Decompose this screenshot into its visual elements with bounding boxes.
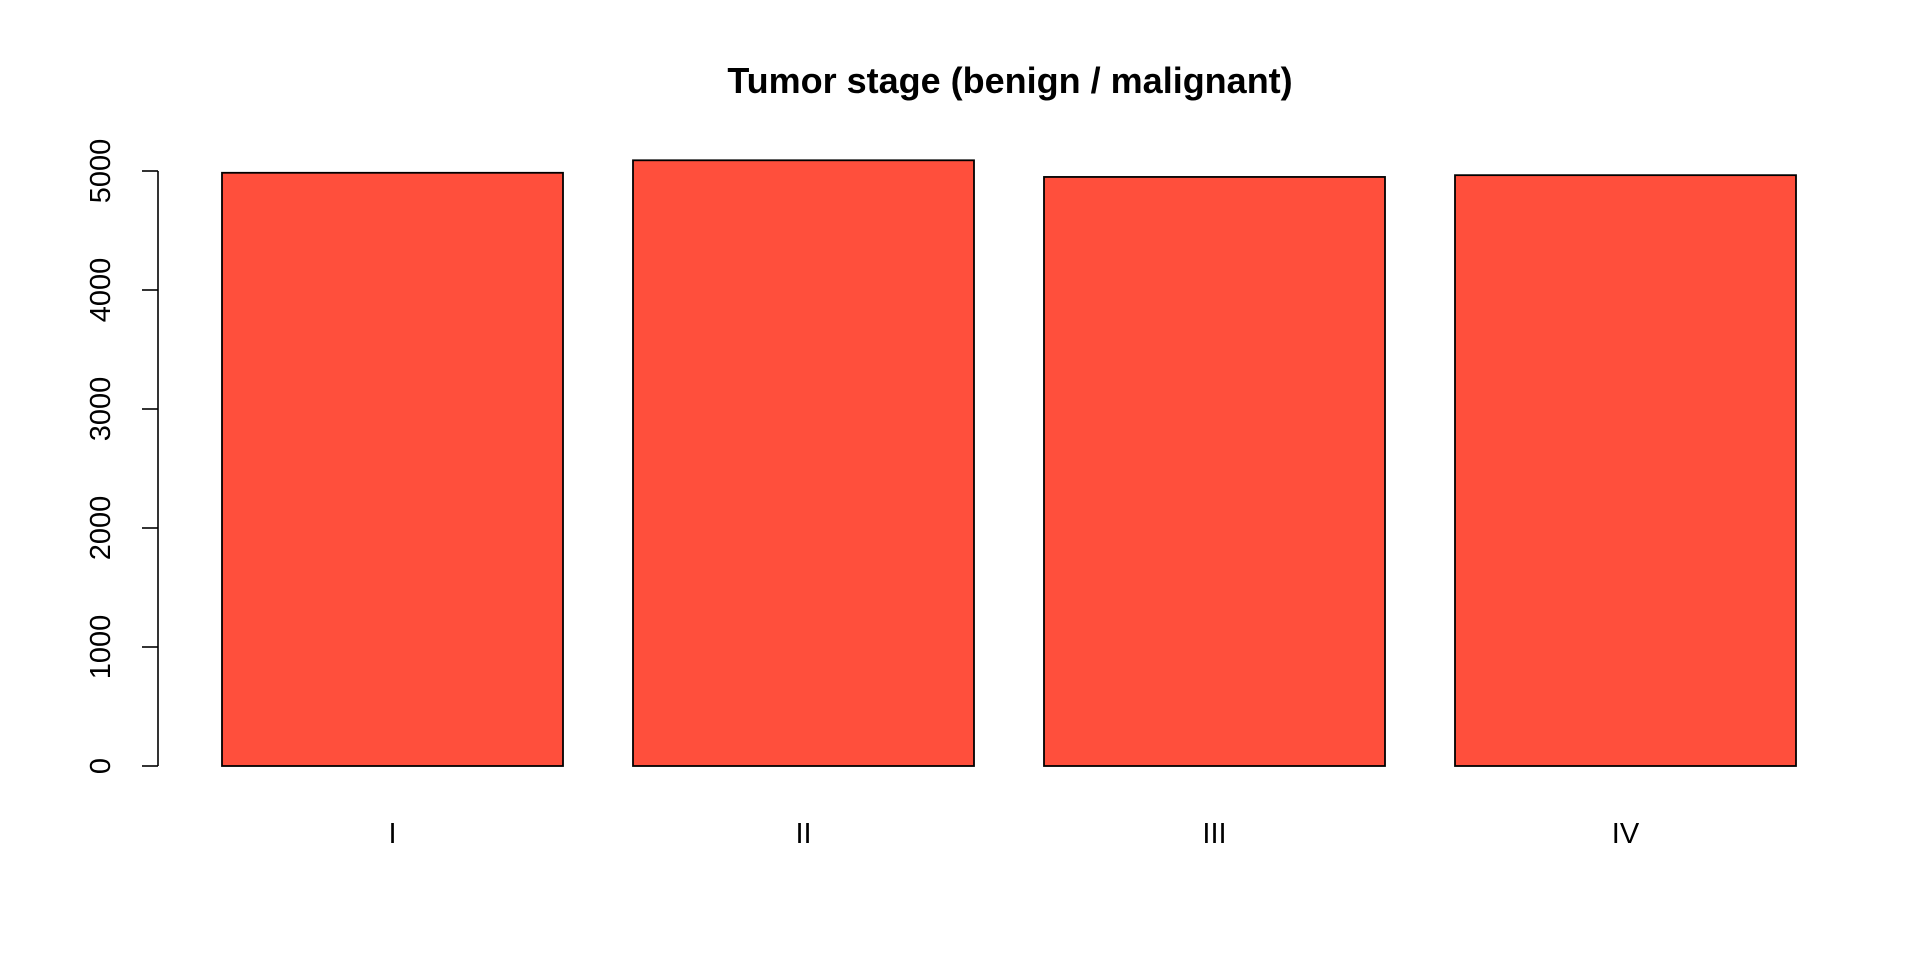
x-axis-labels: I II III IV xyxy=(388,818,1639,850)
bar-ii xyxy=(632,159,975,767)
y-tick-label: 1000 xyxy=(85,615,117,680)
bar-i xyxy=(221,171,564,767)
chart-title: Tumor stage (benign / malignant) xyxy=(727,60,1292,101)
x-category-label: II xyxy=(795,818,811,850)
y-tick-label: 5000 xyxy=(85,139,117,204)
y-tick-label: 0 xyxy=(85,758,117,774)
bar-iv xyxy=(1454,174,1797,767)
y-tick-label: 2000 xyxy=(85,496,117,561)
x-category-label: I xyxy=(388,818,396,850)
y-tick-label: 4000 xyxy=(85,258,117,323)
bars-group xyxy=(221,159,1797,767)
y-axis: 0 1000 2000 3000 4000 5000 xyxy=(85,139,159,774)
bar-iii xyxy=(1043,176,1386,767)
y-tick-label: 3000 xyxy=(85,377,117,442)
x-category-label: IV xyxy=(1612,818,1640,850)
x-category-label: III xyxy=(1202,818,1226,850)
